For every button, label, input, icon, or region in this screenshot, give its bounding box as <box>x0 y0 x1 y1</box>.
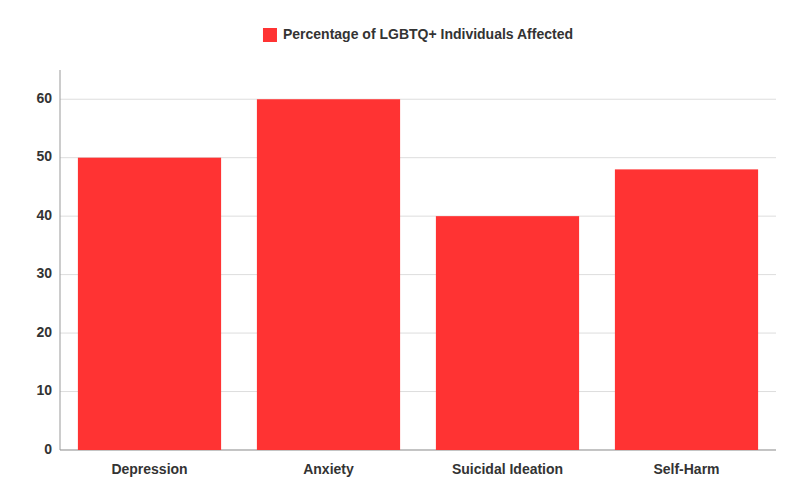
legend: Percentage of LGBTQ+ Individuals Affecte… <box>263 26 573 42</box>
chart-svg: 0 10 20 30 40 50 60 Depression Anxiety Suicidal I… <box>0 0 800 500</box>
bar <box>78 158 221 450</box>
x-tick-label: Suicidal Ideation <box>452 461 563 477</box>
grid-line <box>60 99 776 100</box>
y-tick-label: 40 <box>36 207 52 223</box>
y-tick-label: 30 <box>36 265 52 281</box>
legend-swatch <box>263 28 277 42</box>
y-tick-label: 10 <box>36 382 52 398</box>
y-tick-label: 60 <box>36 90 52 106</box>
y-axis: 0 10 20 30 40 50 60 <box>36 70 776 457</box>
grid <box>60 99 776 450</box>
y-tick-label: 20 <box>36 324 52 340</box>
bar <box>436 216 579 450</box>
y-tick-label: 50 <box>36 148 52 164</box>
chart-container: 0 10 20 30 40 50 60 Depression Anxiety Suicidal I… <box>0 0 800 500</box>
bar <box>257 99 400 450</box>
bars <box>78 99 758 450</box>
x-tick-label: Anxiety <box>303 461 354 477</box>
x-tick-label: Depression <box>111 461 187 477</box>
y-axis-line <box>60 70 61 450</box>
legend-label: Percentage of LGBTQ+ Individuals Affecte… <box>283 26 573 42</box>
y-tick-label: 0 <box>44 441 52 457</box>
bar <box>615 169 758 450</box>
x-tick-label: Self-Harm <box>653 461 719 477</box>
x-axis: Depression Anxiety Suicidal Ideation Self-H… <box>111 461 719 477</box>
